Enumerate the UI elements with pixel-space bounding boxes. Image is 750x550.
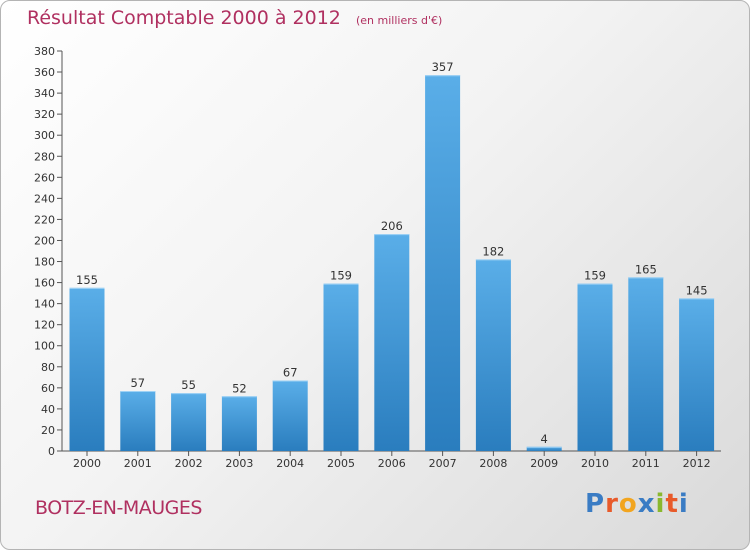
y-tick-label: 0 [48,445,55,458]
bar [475,259,511,451]
bar [526,446,562,451]
y-tick-label: 360 [34,66,55,79]
y-tick-label: 20 [41,424,55,437]
x-tick-label: 2006 [378,457,406,470]
chart-title: Résultat Comptable 2000 à 2012 [27,7,341,29]
proxiti-logo: Proxiti [585,489,689,519]
data-label: 159 [330,269,352,283]
data-label: 165 [635,262,657,276]
x-tick-label: 2009 [530,457,558,470]
x-tick-label: 2010 [581,457,609,470]
y-tick-label: 180 [34,256,55,269]
x-tick-label: 2003 [225,457,253,470]
data-label: 155 [76,273,98,287]
x-tick-label: 2007 [429,457,457,470]
y-tick-label: 240 [34,192,55,205]
y-tick-label: 40 [41,403,55,416]
y-tick-label: 300 [34,129,55,142]
title-row: Résultat Comptable 2000 à 2012 (en milli… [27,7,442,29]
commune-name: BOTZ-EN-MAUGES [35,497,202,519]
bar [323,283,359,451]
data-label: 357 [432,60,454,74]
bar [69,287,105,451]
bar [221,396,257,451]
y-tick-label: 340 [34,87,55,100]
y-tick-label: 260 [34,171,55,184]
y-tick-label: 280 [34,150,55,163]
x-tick-label: 2001 [124,457,152,470]
data-label: 159 [584,269,606,283]
y-tick-label: 220 [34,213,55,226]
y-tick-label: 120 [34,319,55,332]
bar [425,75,461,452]
bar [577,283,613,451]
y-tick-label: 140 [34,298,55,311]
logo-letter: i [655,489,666,519]
x-tick-label: 2005 [327,457,355,470]
bar [171,393,207,451]
bar [679,298,715,451]
logo-letter: o [618,489,638,519]
bar [272,380,308,451]
x-axis: 2000 2001 2002 2003 2004 2005 2006 2007 2008 2009… [62,450,721,470]
logo-letter: r [605,489,619,519]
bar [628,277,664,451]
x-tick-label: 2012 [683,457,711,470]
unit-note: (en milliers d'€) [355,14,443,27]
data-label: 206 [381,219,403,233]
data-label: 55 [181,378,196,392]
y-axis: 0 20 40 60 80 100 120 140 160 180 200 220 240 260 280 3… [34,45,63,458]
y-tick-label: 380 [34,45,55,58]
logo-letter: P [585,489,606,519]
data-label: 52 [232,381,247,395]
logo-letter: x [637,489,656,519]
x-tick-label: 2011 [632,457,660,470]
data-label: 67 [283,365,298,379]
y-tick-label: 100 [34,340,55,353]
x-tick-label: 2004 [276,457,304,470]
y-tick-label: 160 [34,277,55,290]
data-label: 57 [130,376,145,390]
logo-letter: i [678,489,689,519]
y-tick-label: 80 [41,361,55,374]
data-label: 182 [482,244,504,258]
bars-group: 155 57 55 52 67 159 206 357 182 4 159 165 145 [69,60,715,452]
x-tick-label: 2008 [479,457,507,470]
x-tick-label: 2002 [175,457,203,470]
y-tick-label: 60 [41,382,55,395]
x-tick-label: 2000 [73,457,101,470]
bar [120,391,156,451]
logo-letter: t [665,489,679,519]
data-label: 4 [541,432,548,446]
y-tick-label: 200 [34,234,55,247]
data-label: 145 [686,283,708,297]
bar [374,234,410,451]
y-tick-label: 320 [34,108,55,121]
